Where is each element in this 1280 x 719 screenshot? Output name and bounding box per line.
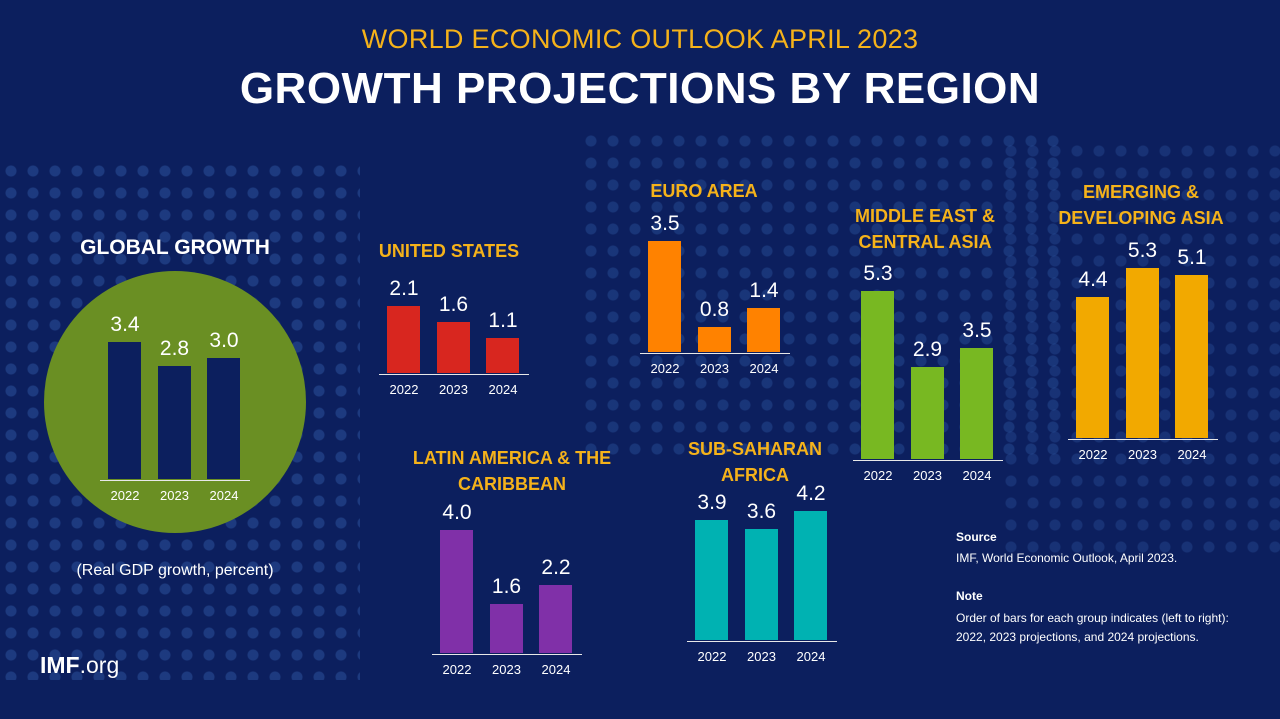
page-title: GROWTH PROJECTIONS BY REGION (239, 64, 1041, 113)
bar-2024 (486, 337, 519, 373)
data-label: 2.8 (159, 337, 190, 361)
data-label: 0.8 (699, 297, 730, 321)
tick-label: 2022 (110, 488, 140, 503)
logo-rest: .org (79, 652, 120, 678)
middle-east-central-asia-title: MIDDLE EAST & CENTRAL ASIA (854, 206, 995, 252)
bar-2024 (794, 511, 827, 640)
tick-label: 2024 (488, 382, 518, 397)
bar-2022 (108, 341, 141, 479)
bar-2023 (436, 321, 470, 373)
data-label: 3.4 (110, 312, 140, 336)
tick-label: 2022 (650, 361, 680, 376)
data-label: 5.3 (1127, 239, 1158, 263)
data-label: 1.6 (491, 574, 522, 598)
data-label: 3.5 (650, 212, 680, 236)
bar-2024 (960, 348, 993, 459)
bar-2023 (697, 326, 731, 352)
tick-label: 2023 (160, 488, 189, 503)
data-label: 3.0 (209, 329, 239, 353)
data-label: 1.4 (749, 278, 779, 302)
bar-2023 (157, 366, 191, 479)
bar-2024 (1175, 274, 1208, 438)
data-label: 5.1 (1177, 245, 1207, 269)
data-label: 3.9 (697, 491, 727, 515)
tick-label: 2023 (1128, 447, 1157, 462)
tick-label: 2024 (541, 662, 571, 677)
x-axis-line (687, 641, 837, 642)
tick-label: 2022 (442, 662, 472, 677)
bar-2023 (744, 529, 778, 640)
units-subtitle: (Real GDP growth, percent) (76, 562, 274, 579)
data-label: 2.1 (389, 276, 419, 300)
tick-label: 2024 (1177, 447, 1207, 462)
tick-label: 2024 (749, 361, 779, 376)
logo-bold: IMF (40, 652, 80, 678)
tick-label: 2023 (492, 662, 521, 677)
bar-2022 (695, 520, 728, 640)
tick-label: 2024 (209, 488, 239, 503)
data-label: 1.1 (488, 308, 518, 332)
euro-area-title: EURO AREA (650, 181, 758, 201)
data-label: 1.6 (438, 292, 469, 316)
emerging-developing-asia-title: EMERGING & DEVELOPING ASIA (1058, 182, 1224, 228)
data-label: 5.3 (863, 261, 893, 285)
tick-label: 2022 (863, 468, 893, 483)
bar-2022 (440, 529, 473, 653)
bar-2023 (910, 367, 944, 459)
tick-label: 2023 (439, 382, 468, 397)
bar-2023 (1125, 268, 1159, 438)
tick-label: 2022 (697, 649, 727, 664)
imf-logo[interactable]: IMF.org (40, 652, 119, 679)
tick-label: 2023 (700, 361, 729, 376)
global-growth-title: GLOBAL GROWTH (80, 236, 270, 259)
bar-2023 (489, 603, 523, 653)
data-label: 4.4 (1078, 268, 1108, 292)
data-label: 3.5 (962, 319, 992, 343)
bar-2024 (747, 307, 780, 352)
x-axis-line (640, 353, 790, 354)
data-label: 2.2 (541, 556, 571, 580)
sub-saharan-africa-title: SUB-SAHARAN AFRICA (688, 439, 822, 485)
tick-label: 2024 (962, 468, 992, 483)
tick-label: 2024 (796, 649, 826, 664)
data-label: 2.9 (912, 338, 943, 362)
note-heading: Note (956, 589, 983, 603)
x-axis-line (379, 374, 529, 375)
supertitle: WORLD ECONOMIC OUTLOOK APRIL 2023 (361, 24, 919, 54)
bar-2024 (207, 358, 240, 479)
source-text: IMF, World Economic Outlook, April 2023. (956, 551, 1178, 565)
bar-2022 (387, 305, 420, 373)
data-label: 4.0 (442, 500, 472, 524)
data-label: 4.2 (796, 482, 826, 506)
tick-label: 2022 (389, 382, 419, 397)
tick-label: 2023 (747, 649, 776, 664)
x-axis-line (1068, 439, 1218, 440)
source-heading: Source (956, 530, 997, 544)
data-label: 3.6 (746, 500, 777, 524)
x-axis-line (432, 654, 582, 655)
united-states-title: UNITED STATES (378, 241, 520, 261)
latin-america-the-caribbean-title: LATIN AMERICA & THE CARIBBEAN (412, 448, 612, 494)
x-axis-line (853, 460, 1003, 461)
bar-2022 (1076, 297, 1109, 438)
tick-label: 2022 (1078, 447, 1108, 462)
note-text: Order of bars for each group indicates (… (956, 611, 1229, 644)
bar-2022 (861, 290, 894, 459)
x-axis-line (100, 480, 250, 481)
bar-2022 (648, 241, 681, 352)
tick-label: 2023 (913, 468, 942, 483)
bar-2024 (539, 585, 572, 653)
